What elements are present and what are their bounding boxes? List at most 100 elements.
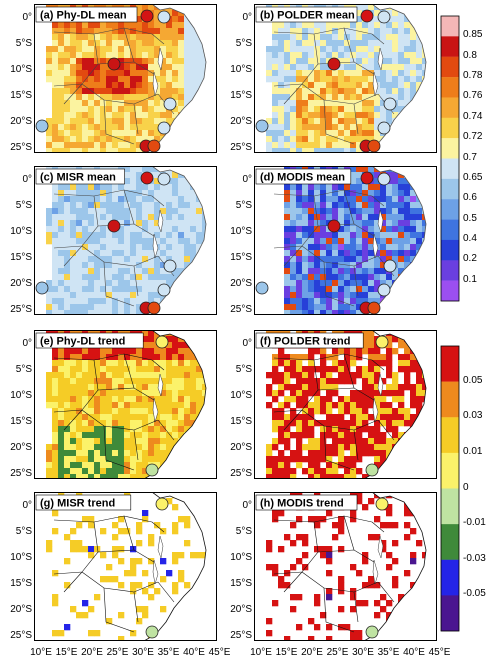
- map-panel-b: (b) POLDER mean: [253, 3, 437, 154]
- lon-tick-label: 45°E: [208, 647, 231, 658]
- colorbar-swatch: [441, 219, 459, 241]
- lat-tick-label: 5°S: [235, 364, 252, 375]
- panel-label-d: (d) MODIS mean: [260, 172, 345, 184]
- lat-tick-label: 25°S: [230, 468, 252, 479]
- lon-tick-label: 35°E: [377, 647, 400, 658]
- lat-tick-label: 15°S: [230, 252, 252, 263]
- lat-tick-label: 5°S: [235, 200, 252, 211]
- map-panel-e: (e) Phy-DL trend: [33, 329, 217, 480]
- map-f: (f) POLDER trend: [253, 329, 437, 480]
- lon-tick-label: 45°E: [428, 647, 451, 658]
- colorbar-label: 0.8: [463, 49, 477, 61]
- lat-tick-label: 25°S: [230, 142, 252, 153]
- colorbar-label: -0.01: [463, 517, 486, 529]
- lat-tick-label: 0°: [242, 500, 252, 511]
- lat-tick-label: 5°S: [235, 526, 252, 537]
- panel-label-e: (e) Phy-DL trend: [40, 336, 125, 348]
- map-panel-c: (c) MISR mean: [33, 165, 217, 316]
- lon-tick-label: 25°E: [326, 647, 349, 658]
- colorbar-label: 0.65: [463, 171, 483, 183]
- lat-tick-label: 20°S: [230, 278, 252, 289]
- panel-label-h: (h) MODIS trend: [260, 498, 344, 510]
- lat-tick-label: 10°S: [230, 390, 252, 401]
- colorbar-swatch: [441, 158, 459, 180]
- lat-tick-label: 5°S: [15, 38, 32, 49]
- colorbar-label: 0.7: [463, 151, 477, 163]
- panel-label-f: (f) POLDER trend: [260, 336, 350, 348]
- map-h: (h) MODIS trend: [253, 491, 437, 642]
- colorbar-swatch: [441, 524, 459, 560]
- lat-tick-label: 15°S: [10, 90, 32, 101]
- panel-label-b: (b) POLDER mean: [260, 10, 355, 22]
- lat-tick-label: 0°: [22, 338, 32, 349]
- lat-tick-label: 15°S: [10, 416, 32, 427]
- colorbar-swatch: [441, 16, 459, 37]
- map-b: (b) POLDER mean: [253, 3, 437, 154]
- colorbar-swatch: [441, 77, 459, 98]
- lat-tick-label: 25°S: [10, 630, 32, 641]
- lat-tick-label: 0°: [242, 338, 252, 349]
- lat-tick-label: 5°S: [15, 364, 32, 375]
- lat-tick-label: 20°S: [230, 604, 252, 615]
- lat-tick-label: 20°S: [10, 278, 32, 289]
- lat-tick-label: 0°: [22, 12, 32, 23]
- lat-tick-label: 20°S: [230, 442, 252, 453]
- lon-tick-label: 30°E: [132, 647, 154, 658]
- colorbar-swatch: [441, 488, 459, 525]
- lat-tick-label: 15°S: [230, 90, 252, 101]
- colorbar-swatch: [441, 381, 459, 418]
- colorbar-swatch: [441, 280, 459, 302]
- lon-tick-label: 40°E: [403, 647, 425, 658]
- colorbar-label: -0.03: [463, 552, 486, 564]
- colorbar-label: 0.6: [463, 192, 477, 204]
- colorbar-swatch: [441, 239, 459, 261]
- lat-tick-label: 5°S: [15, 526, 32, 537]
- colorbar-label: 0: [463, 481, 469, 493]
- lat-tick-label: 15°S: [230, 416, 252, 427]
- colorbar-swatch: [441, 36, 459, 57]
- lat-tick-label: 10°S: [230, 64, 252, 75]
- lat-tick-label: 25°S: [10, 468, 32, 479]
- panel-label-c: (c) MISR mean: [40, 172, 116, 184]
- lat-tick-label: 20°S: [10, 116, 32, 127]
- lat-tick-label: 20°S: [10, 442, 32, 453]
- lon-tick-label: 15°E: [55, 647, 78, 658]
- lat-tick-label: 10°S: [10, 226, 32, 237]
- lat-tick-label: 25°S: [10, 142, 32, 153]
- colorbar-label: 0.01: [463, 445, 483, 457]
- colorbar-swatch: [441, 97, 459, 118]
- lat-tick-label: 20°S: [230, 116, 252, 127]
- lon-tick-label: 20°E: [81, 647, 103, 658]
- colorbar-swatch: [441, 559, 459, 596]
- lat-tick-label: 25°S: [230, 304, 252, 315]
- lat-tick-label: 0°: [242, 12, 252, 23]
- colorbar-swatch: [441, 346, 459, 382]
- colorbar-label: 0.05: [463, 374, 483, 386]
- map-panel-f: (f) POLDER trend: [253, 329, 437, 480]
- map-d: (d) MODIS mean: [253, 165, 437, 316]
- map-c: (c) MISR mean: [33, 165, 217, 316]
- colorbar-label: 0.85: [463, 29, 483, 41]
- lat-tick-label: 20°S: [10, 604, 32, 615]
- lat-tick-label: 25°S: [10, 304, 32, 315]
- colorbar-swatch: [441, 178, 459, 200]
- lat-tick-label: 15°S: [10, 578, 32, 589]
- panel-label-a: (a) Phy-DL mean: [40, 10, 127, 22]
- colorbar-label: 0.03: [463, 410, 483, 422]
- colorbar-swatch: [441, 595, 459, 632]
- colorbar-label: 0.1: [463, 273, 477, 285]
- lon-tick-label: 10°E: [250, 647, 272, 658]
- colorbar-swatch: [441, 260, 459, 281]
- map-a: (a) Phy-DL mean: [33, 3, 217, 154]
- lon-tick-label: 15°E: [275, 647, 298, 658]
- lat-tick-label: 15°S: [230, 578, 252, 589]
- map-e: (e) Phy-DL trend: [33, 329, 217, 480]
- lon-tick-label: 10°E: [30, 647, 52, 658]
- map-panel-h: (h) MODIS trend: [253, 491, 437, 642]
- lat-tick-label: 5°S: [235, 38, 252, 49]
- colorbar-label: 0.74: [463, 110, 483, 122]
- lat-tick-label: 10°S: [10, 390, 32, 401]
- lat-tick-label: 0°: [22, 174, 32, 185]
- colorbar-label: 0.76: [463, 90, 483, 102]
- colorbar-label: 0.78: [463, 70, 483, 82]
